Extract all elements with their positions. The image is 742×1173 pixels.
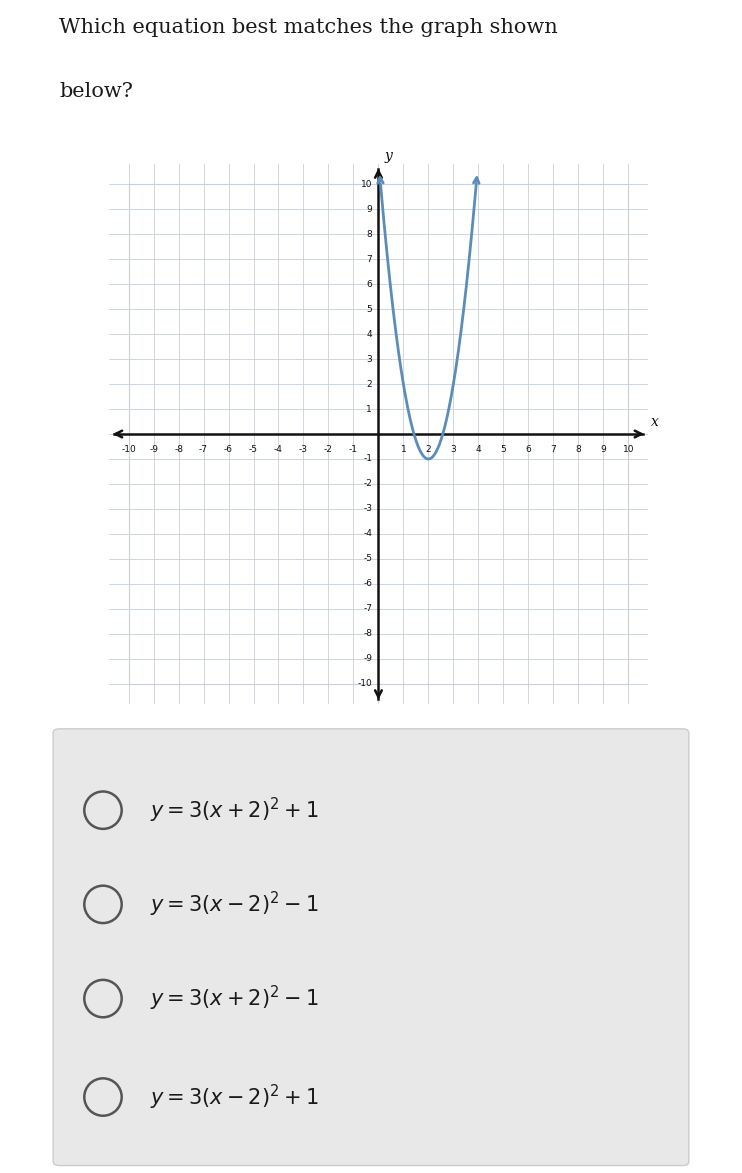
Text: 5: 5: [500, 446, 506, 454]
Text: y: y: [384, 149, 393, 163]
Text: -8: -8: [174, 446, 183, 454]
Text: 9: 9: [600, 446, 606, 454]
Text: -9: -9: [149, 446, 158, 454]
Text: -10: -10: [358, 679, 372, 689]
Text: -2: -2: [364, 480, 372, 488]
Text: 9: 9: [367, 204, 372, 213]
Text: -3: -3: [299, 446, 308, 454]
Text: 4: 4: [476, 446, 481, 454]
Text: -6: -6: [363, 579, 372, 589]
Text: $y = 3(x + 2)^{2} + 1$: $y = 3(x + 2)^{2} + 1$: [150, 795, 318, 825]
Text: $y = 3(x + 2)^{2} - 1$: $y = 3(x + 2)^{2} - 1$: [150, 984, 318, 1013]
Text: -7: -7: [363, 604, 372, 613]
Text: 7: 7: [367, 255, 372, 264]
Text: 5: 5: [367, 305, 372, 313]
Text: 4: 4: [367, 330, 372, 339]
Text: -7: -7: [199, 446, 208, 454]
Text: Which equation best matches the graph shown: Which equation best matches the graph sh…: [59, 18, 558, 36]
Text: 1: 1: [367, 405, 372, 414]
Text: 2: 2: [426, 446, 431, 454]
Text: -1: -1: [349, 446, 358, 454]
Text: 3: 3: [450, 446, 456, 454]
Text: -4: -4: [364, 529, 372, 538]
Text: -3: -3: [363, 504, 372, 514]
Text: 2: 2: [367, 380, 372, 388]
Text: -5: -5: [363, 555, 372, 563]
Text: 1: 1: [401, 446, 407, 454]
Text: -9: -9: [363, 655, 372, 664]
Text: 10: 10: [361, 179, 372, 189]
Text: 8: 8: [575, 446, 581, 454]
Text: 3: 3: [367, 354, 372, 364]
Text: 7: 7: [551, 446, 556, 454]
Text: -4: -4: [274, 446, 283, 454]
Text: below?: below?: [59, 82, 134, 101]
Text: -6: -6: [224, 446, 233, 454]
Text: -2: -2: [324, 446, 333, 454]
Text: 10: 10: [623, 446, 634, 454]
Text: $y = 3(x - 2)^{2} - 1$: $y = 3(x - 2)^{2} - 1$: [150, 890, 318, 918]
Text: 6: 6: [367, 279, 372, 289]
Text: 8: 8: [367, 230, 372, 238]
Text: -5: -5: [249, 446, 258, 454]
Text: $y = 3(x - 2)^{2} + 1$: $y = 3(x - 2)^{2} + 1$: [150, 1083, 318, 1112]
Text: -1: -1: [363, 454, 372, 463]
Text: -10: -10: [121, 446, 136, 454]
Text: 6: 6: [525, 446, 531, 454]
FancyBboxPatch shape: [53, 728, 689, 1166]
Text: x: x: [651, 415, 659, 429]
Text: -8: -8: [363, 630, 372, 638]
